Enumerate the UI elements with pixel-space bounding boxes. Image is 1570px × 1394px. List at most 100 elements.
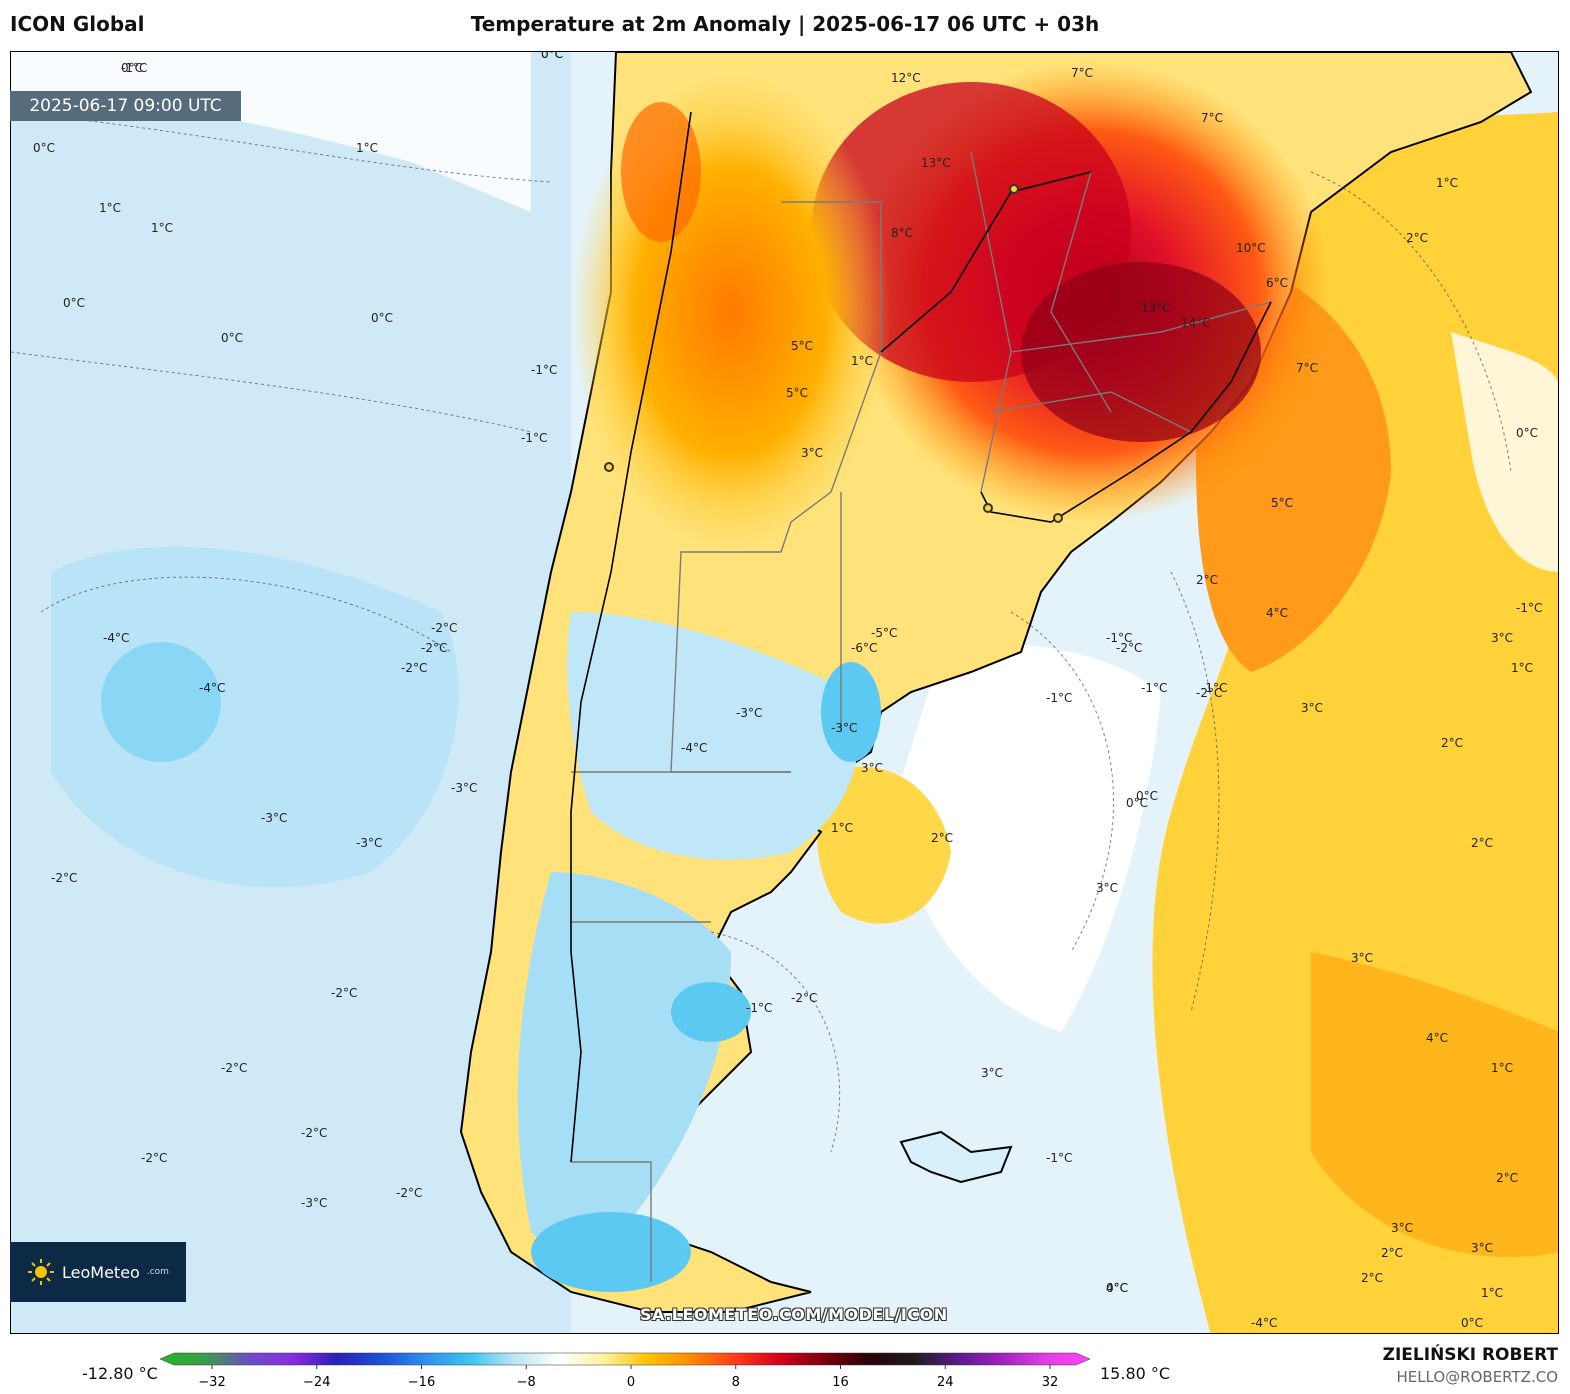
colorbar-gradient: [160, 1352, 1091, 1366]
map-canvas: 0°C0°C1°C1°C1°C0°C0°C0°C0°C-1°C-1°C-4°C-…: [11, 52, 1558, 1333]
contour-label: -4°C: [103, 631, 129, 645]
contour-label: 1°C: [1436, 176, 1458, 190]
contour-label: -4°C: [1251, 1316, 1277, 1330]
contour-label: 0°C: [1516, 426, 1538, 440]
contour-label: 4°C: [1106, 1281, 1128, 1295]
contour-label: -2°C: [221, 1061, 247, 1075]
contour-label: 3°C: [861, 761, 883, 775]
contour-label: 7°C: [1296, 361, 1318, 375]
contour-label: 6°C: [1266, 276, 1288, 290]
map-title: Temperature at 2m Anomaly | 2025-06-17 0…: [470, 12, 1100, 36]
contour-label: -6°C: [851, 641, 877, 655]
contour-label: 0°C: [121, 61, 143, 75]
contour-label: -2°C: [431, 621, 457, 635]
author-credit: ZIELIŃSKI ROBERT: [1382, 1345, 1558, 1365]
contour-label: 0°C: [541, 52, 563, 61]
contour-label: 1°C: [1491, 1061, 1513, 1075]
contour-label: -4°C: [199, 681, 225, 695]
valid-time-badge: 2025-06-17 09:00 UTC: [10, 91, 241, 121]
colorbar-tick-label: 24: [937, 1375, 954, 1390]
contour-label: 3°C: [981, 1066, 1003, 1080]
contour-label: 2°C: [1406, 231, 1428, 245]
pacific-cold-pool: [51, 546, 459, 888]
colorbar-tick-label: 32: [1042, 1375, 1059, 1390]
contour-label: -2°C: [331, 986, 357, 1000]
atlantic-neutral-patch: [1451, 332, 1558, 572]
contour-label: -1°C: [521, 431, 547, 445]
contour-label: -3°C: [831, 721, 857, 735]
colorbar: −32 −24 −16 −8 0 8 16 24 32: [160, 1352, 1091, 1390]
colorbar-min-label: -12.80 °C: [82, 1364, 158, 1383]
city-markers: [604, 184, 1063, 523]
contour-label: -3°C: [356, 836, 382, 850]
contour-label: -1°C: [1141, 681, 1167, 695]
contour-label: -2°C: [1116, 641, 1142, 655]
contour-label: 1°C: [356, 141, 378, 155]
contour-label: 1°C: [1511, 661, 1533, 675]
colorbar-tick-label: −8: [517, 1375, 536, 1390]
contour-label: -2°C: [791, 991, 817, 1005]
city-marker-buenos-aires: [983, 503, 993, 513]
author-email[interactable]: HELLO@ROBERTZ.CO: [1396, 1368, 1558, 1386]
contour-label: 0°C: [221, 331, 243, 345]
tierra-del-fuego-cold: [531, 1212, 691, 1292]
contour-label: 3°C: [1096, 881, 1118, 895]
colorbar-tick-label: 8: [732, 1375, 740, 1390]
contour-label: 4°C: [1266, 606, 1288, 620]
leometeo-logo[interactable]: LeoMeteo .com: [10, 1242, 186, 1302]
sun-icon: [28, 1259, 54, 1285]
colorbar-max-label: 15.80 °C: [1100, 1364, 1171, 1383]
contour-label: -2°C: [396, 1186, 422, 1200]
model-name: ICON Global: [10, 12, 145, 36]
contour-label: 1°C: [151, 221, 173, 235]
contour-label: 10°C: [1236, 241, 1266, 255]
contour-label: 0°C: [1461, 1316, 1483, 1330]
contour-label: 7°C: [1071, 66, 1093, 80]
contour-label: 0°C: [1136, 789, 1158, 803]
contour-label: 5°C: [786, 386, 808, 400]
logo-suffix: .com: [146, 1267, 169, 1277]
patagonian-shelf-warm: [817, 766, 951, 924]
contour-label: -5°C: [871, 626, 897, 640]
contour-label: -2°C: [1196, 686, 1222, 700]
contour-label: -2°C: [401, 661, 427, 675]
contour-label: -3°C: [261, 811, 287, 825]
contour-label: 4°C: [1426, 1031, 1448, 1045]
contour-label: 7°C: [1201, 111, 1223, 125]
contour-label: 3°C: [1351, 951, 1373, 965]
andes-warm-zone: [571, 72, 891, 552]
contour-label: -3°C: [451, 781, 477, 795]
colorbar-tick-label: −16: [408, 1375, 435, 1390]
contour-label: 0°C: [63, 296, 85, 310]
bahia-blanca-cold: [821, 662, 881, 762]
contour-label: 5°C: [791, 339, 813, 353]
contour-label: -2°C: [51, 871, 77, 885]
contour-label: 1°C: [831, 821, 853, 835]
chubut-cold: [671, 982, 751, 1042]
contour-label: 13°C: [921, 156, 951, 170]
colorbar-tick-label: 16: [832, 1375, 849, 1390]
contour-label: 1°C: [851, 354, 873, 368]
contour-label: 3°C: [1491, 631, 1513, 645]
admin-borders: [571, 151, 1272, 1282]
contour-label: -1°C: [1516, 601, 1542, 615]
contour-label: -3°C: [301, 1196, 327, 1210]
contour-label: 0°C: [541, 52, 563, 61]
anomaly-map: 0°C 0°C 1°C 1°C 1°C 0°C 0°C 0°C 0°C -1°C -1°C -4°C -…: [10, 51, 1559, 1334]
colorbar-tick-label: 0: [627, 1375, 635, 1390]
contour-label: 3°C: [801, 446, 823, 460]
contour-label: 1°C: [99, 201, 121, 215]
contour-label: -2°C: [301, 1126, 327, 1140]
north-andes-warm: [621, 102, 701, 242]
contour-label: -4°C: [681, 741, 707, 755]
contour-label: -2°C: [421, 641, 447, 655]
contour-label: 2°C: [931, 831, 953, 845]
contour-label: 2°C: [1471, 836, 1493, 850]
contour-label: 0°C: [1106, 1281, 1128, 1295]
contour-label: 0°C: [33, 141, 55, 155]
falkland-islands: [899, 1130, 1013, 1184]
source-watermark: SA.LEOMETEO.COM/MODEL/ICON: [640, 1305, 948, 1324]
contour-label: -1°C: [121, 61, 147, 75]
contour-label: 2°C: [1196, 573, 1218, 587]
city-marker-montevideo: [1053, 513, 1063, 523]
